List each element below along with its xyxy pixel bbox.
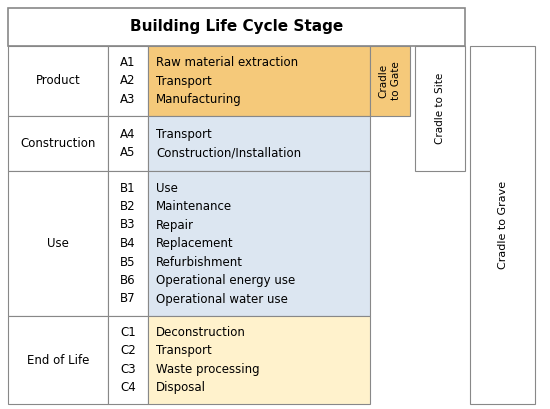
Text: Use
Maintenance
Repair
Replacement
Refurbishment
Operational energy use
Operatio: Use Maintenance Repair Replacement Refur… xyxy=(156,182,295,306)
Text: Deconstruction
Transport
Waste processing
Disposal: Deconstruction Transport Waste processin… xyxy=(156,326,260,394)
Bar xyxy=(8,316,108,404)
Text: Transport
Construction/Installation: Transport Construction/Installation xyxy=(156,128,301,159)
Bar xyxy=(470,46,535,404)
Bar xyxy=(148,116,370,171)
Bar xyxy=(370,46,410,116)
Bar xyxy=(415,46,465,171)
Text: Construction: Construction xyxy=(20,137,96,150)
Text: End of Life: End of Life xyxy=(27,353,89,366)
Text: Building Life Cycle Stage: Building Life Cycle Stage xyxy=(130,20,343,34)
Bar xyxy=(8,116,108,171)
Bar xyxy=(148,171,370,316)
Text: C1
C2
C3
C4: C1 C2 C3 C4 xyxy=(120,326,136,394)
Bar xyxy=(108,171,148,316)
Bar xyxy=(108,116,148,171)
Text: A1
A2
A3: A1 A2 A3 xyxy=(120,56,136,106)
Text: B1
B2
B3
B4
B5
B6
B7: B1 B2 B3 B4 B5 B6 B7 xyxy=(120,182,136,306)
Bar xyxy=(8,8,465,46)
Bar xyxy=(8,171,108,316)
Bar xyxy=(108,316,148,404)
Text: Product: Product xyxy=(36,74,80,88)
Bar xyxy=(8,46,108,116)
Text: Cradle to Site: Cradle to Site xyxy=(435,73,445,144)
Text: Cradle
to Gate: Cradle to Gate xyxy=(379,62,401,100)
Text: Use: Use xyxy=(47,237,69,250)
Bar xyxy=(148,46,370,116)
Text: Raw material extraction
Transport
Manufacturing: Raw material extraction Transport Manufa… xyxy=(156,56,298,106)
Bar xyxy=(148,316,370,404)
Bar xyxy=(108,46,148,116)
Text: Cradle to Grave: Cradle to Grave xyxy=(498,181,508,269)
Text: A4
A5: A4 A5 xyxy=(120,128,136,159)
